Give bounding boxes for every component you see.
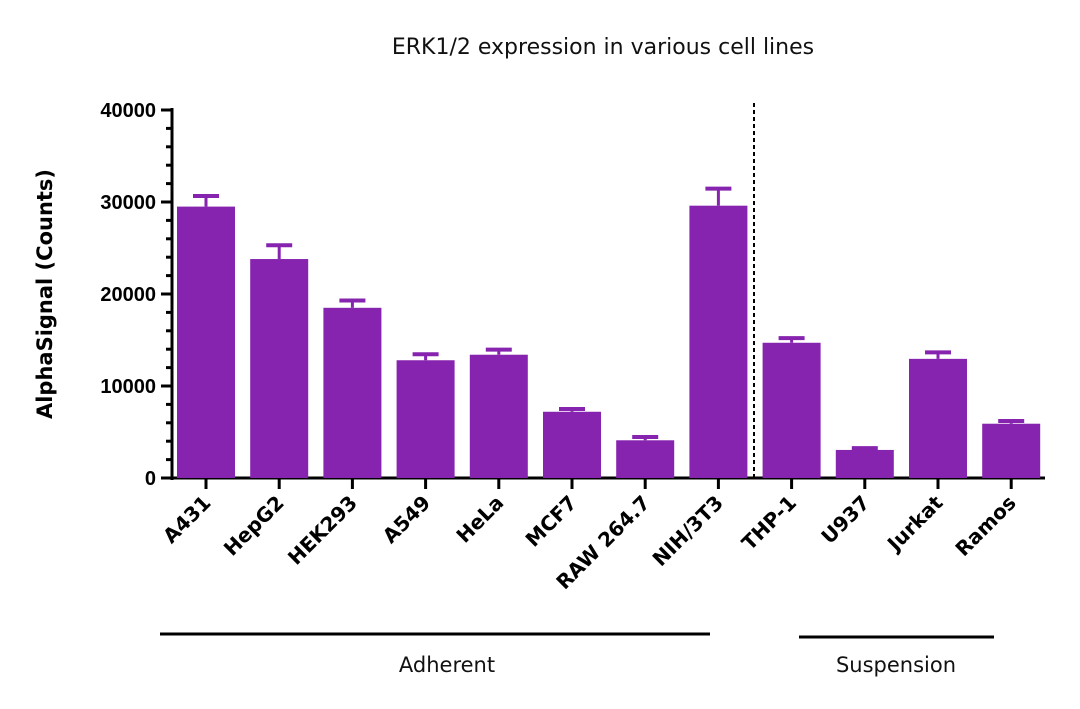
x-tick-label: Ramos [950,491,1020,561]
bar-a549 [396,360,455,478]
x-tick-label: NIH/3T3 [648,491,728,571]
y-axis-label: AlphaSignal (Counts) [33,169,57,419]
y-tick-label: 20000 [100,284,156,306]
x-tick-label: A431 [158,491,215,548]
bar-u937 [835,449,894,478]
x-tick-label: HepG2 [219,491,289,561]
y-tick-label: 30000 [100,192,156,214]
x-tick-label: A549 [378,491,435,548]
bar-jurkat [909,358,967,478]
suspension-group-label: Suspension [836,653,956,677]
chart-title: ERK1/2 expression in various cell lines [392,35,814,60]
bar-hek293 [323,307,382,478]
x-tick-label: HeLa [451,491,508,548]
y-tick-label: 0 [145,468,156,490]
x-tick-label: Jurkat [881,490,948,557]
bar-a431 [177,206,235,478]
bar-thp-1 [762,342,821,478]
bar-mcf7 [543,411,601,478]
adherent-group-label: Adherent [399,653,495,677]
x-tick-label: U937 [816,491,874,549]
bar-raw-264-7 [616,440,675,478]
y-tick-label: 10000 [100,376,156,398]
bar-hepg2 [250,259,309,478]
y-tick-label: 40000 [100,100,156,122]
bar-nih-3t3 [689,205,748,478]
bar-hela [469,354,528,478]
x-tick-label: HEK293 [283,491,362,570]
x-tick-label: MCF7 [521,491,582,552]
x-tick-label: THP-1 [737,491,801,555]
bar-ramos [982,423,1041,478]
